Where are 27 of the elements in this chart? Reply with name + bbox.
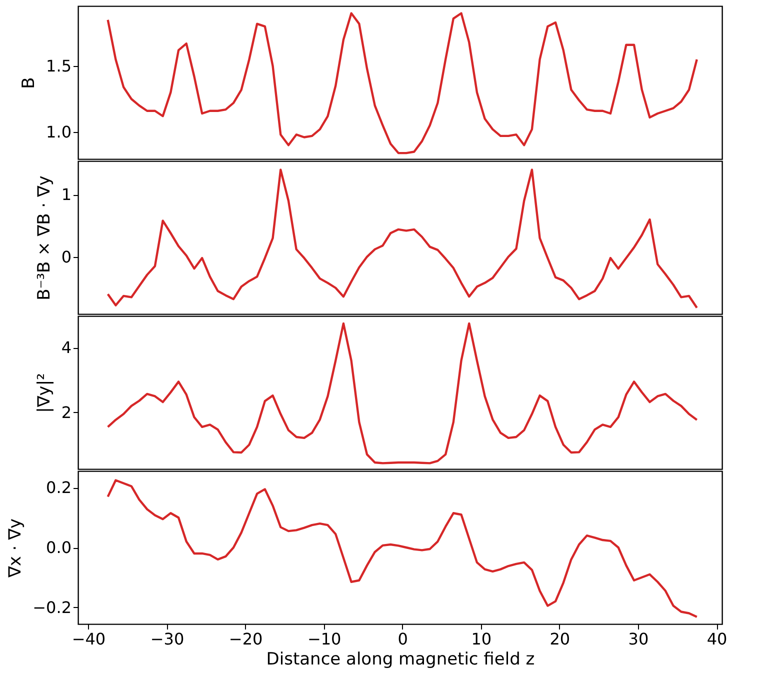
x-tick-label: −20 (228, 630, 263, 648)
y-axis-title: ∇x · ∇y (6, 518, 26, 579)
x-tick-label: 0 (398, 630, 408, 648)
y-tick-label: −0.2 (32, 598, 72, 617)
x-axis-title: Distance along magnetic field z (266, 650, 535, 670)
y-tick-label: 1.0 (46, 122, 72, 142)
x-tick-label: 10 (471, 630, 492, 648)
x-tick-label: −10 (307, 630, 342, 648)
x-tick-label: 40 (706, 630, 728, 648)
line-series (106, 322, 698, 464)
y-tick-label: 0.0 (46, 538, 72, 557)
x-tick-label: −40 (72, 630, 106, 648)
x-tick-label: 30 (628, 630, 649, 648)
y-tick-label: 2 (61, 402, 72, 422)
line-series (106, 12, 698, 154)
x-tick-label: 20 (550, 630, 570, 648)
y-axis-title: |∇y|² (34, 373, 54, 413)
y-tick-label: 1.5 (46, 56, 72, 76)
y-tick-label: 0.2 (46, 478, 72, 498)
y-tick-label: 1 (61, 185, 72, 204)
line-series (106, 479, 698, 618)
line-series (106, 168, 698, 309)
y-axis-title: B⁻³B × ∇B · ∇y (34, 176, 54, 300)
x-tick-label: −30 (150, 630, 184, 648)
y-tick-label: 0 (61, 247, 72, 266)
y-tick-label: 4 (61, 338, 72, 358)
y-axis-title: B (19, 77, 40, 89)
